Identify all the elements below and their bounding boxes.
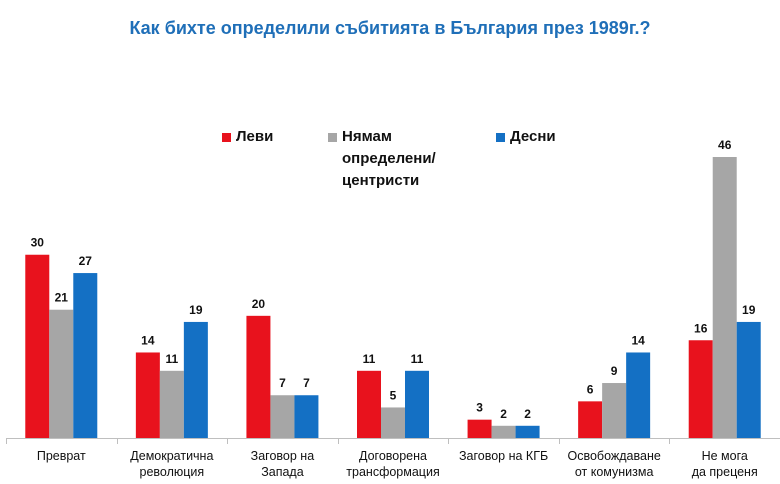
value-label-0-1: 21 — [55, 291, 69, 305]
bar-6-0 — [688, 340, 713, 438]
bar-1-0 — [135, 352, 160, 438]
category-label-3-1: трансформация — [346, 465, 439, 479]
legend-label-centrists-line-3: центристи — [342, 172, 420, 189]
value-label-1-2: 19 — [189, 303, 203, 317]
value-label-5-1: 9 — [611, 364, 618, 378]
chart-title: Как бихте определили събитията в Българи… — [129, 18, 651, 38]
bar-0-2 — [73, 273, 98, 438]
value-label-5-0: 6 — [587, 382, 594, 396]
legend-label-levi: Леви — [236, 128, 274, 145]
value-label-2-2: 7 — [303, 376, 310, 390]
value-label-0-0: 30 — [31, 236, 45, 250]
value-label-0-2: 27 — [79, 254, 93, 268]
category-label-5-1: от комунизма — [575, 465, 654, 479]
category-label-6-0: Не мога — [702, 449, 748, 463]
category-label-5-0: Освобождаване — [567, 449, 660, 463]
legend-label-desni: Десни — [510, 128, 556, 145]
bar-1-1 — [159, 370, 184, 438]
legend-label-centrists-line-2: определени/ — [342, 150, 436, 167]
bar-1-2 — [183, 321, 208, 438]
legend-swatch-desni — [496, 133, 505, 142]
value-label-4-2: 2 — [524, 407, 531, 421]
bar-0-1 — [49, 309, 74, 438]
value-label-4-0: 3 — [476, 401, 483, 415]
category-label-6-1: да преценя — [692, 465, 758, 479]
legend: Леви Нямам определени/ центристи Десни — [222, 126, 582, 196]
bar-6-1 — [712, 157, 737, 438]
bar-4-1 — [491, 425, 516, 438]
bar-5-1 — [602, 383, 627, 438]
legend-swatch-centrists — [328, 133, 337, 142]
category-label-1-1: революция — [140, 465, 205, 479]
value-label-3-1: 5 — [390, 388, 397, 402]
category-label-3-0: Договорена — [359, 449, 427, 463]
bar-3-1 — [381, 407, 405, 438]
bar-4-2 — [515, 425, 540, 438]
category-label-2-1: Запада — [261, 465, 304, 479]
legend-swatch-levi — [222, 133, 231, 142]
bar-4-0 — [467, 419, 492, 438]
legend-label-centrists-line-1: Нямам — [342, 128, 392, 145]
bar-3-0 — [357, 370, 381, 438]
value-label-5-2: 14 — [631, 333, 645, 347]
category-label-4-0: Заговор на КГБ — [459, 449, 548, 463]
value-label-4-1: 2 — [500, 407, 507, 421]
bar-2-1 — [270, 395, 295, 438]
value-label-3-0: 11 — [363, 352, 376, 366]
value-label-1-0: 14 — [141, 333, 155, 347]
bar-5-2 — [626, 352, 651, 438]
value-label-3-2: 11 — [411, 352, 424, 366]
category-label-2-0: Заговор на — [251, 449, 315, 463]
bar-5-0 — [578, 401, 603, 438]
value-label-6-1: 46 — [718, 138, 732, 152]
category-label-1-0: Демократична — [130, 449, 213, 463]
bar-2-2 — [294, 395, 319, 438]
value-label-2-0: 20 — [252, 297, 266, 311]
value-label-6-2: 19 — [742, 303, 756, 317]
bar-2-0 — [246, 315, 271, 438]
bar-0-0 — [25, 254, 50, 438]
bar-6-2 — [736, 321, 761, 438]
bar-3-2 — [405, 370, 429, 438]
value-label-2-1: 7 — [279, 376, 286, 390]
category-label-0-0: Преврат — [37, 449, 86, 463]
value-label-1-1: 11 — [166, 352, 179, 366]
legend-label-centrists: Нямам определени/ центристи — [342, 126, 436, 192]
value-label-6-0: 16 — [694, 321, 708, 335]
